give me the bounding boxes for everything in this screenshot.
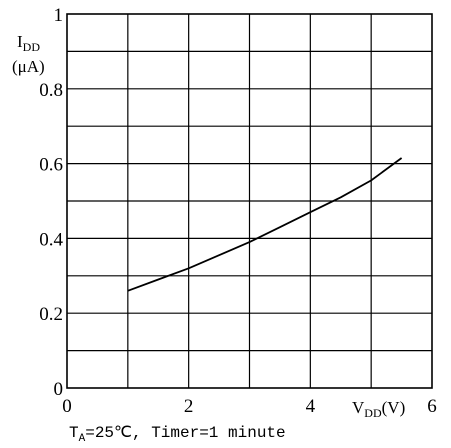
- y-tick-label: 0: [54, 379, 64, 400]
- x-tick-labels: 0 2 4 6: [62, 396, 437, 417]
- x-axis-label: VDD(V): [352, 398, 405, 420]
- y-axis-unit: (μA): [12, 57, 45, 76]
- series-layer: [127, 157, 403, 292]
- y-axis-label-main: I: [17, 32, 23, 51]
- plot-border: [66, 13, 433, 389]
- x-axis-label-sub: DD: [364, 406, 382, 420]
- x-tick-label: 4: [306, 396, 316, 417]
- annotation-t-sub: A: [79, 433, 86, 445]
- x-axis-label-main: V: [352, 398, 365, 417]
- y-axis-label-sub: DD: [23, 40, 41, 54]
- y-tick-label: 0.4: [39, 229, 63, 250]
- x-tick-label: 0: [62, 396, 72, 417]
- series-line-1: [127, 157, 403, 292]
- y-axis-label: IDD: [17, 32, 40, 54]
- plot-frame: [66, 13, 433, 389]
- y-tick-labels: 0 0.2 0.4 0.6 0.8 1: [39, 5, 63, 400]
- y-tick-label: 0.6: [39, 155, 63, 176]
- x-axis-label-unit: (V): [382, 398, 406, 417]
- annotation-rest: =25℃, Timer=1 minute: [85, 424, 285, 442]
- y-tick-label: 0.8: [39, 80, 63, 101]
- chart-annotation: TA=25℃, Timer=1 minute: [69, 424, 286, 445]
- x-tick-label: 6: [427, 396, 437, 417]
- y-tick-label: 0.2: [39, 304, 63, 325]
- grid: [67, 14, 432, 388]
- y-tick-label: 1: [54, 5, 64, 26]
- annotation-t-main: T: [69, 424, 79, 442]
- x-tick-label: 2: [184, 396, 194, 417]
